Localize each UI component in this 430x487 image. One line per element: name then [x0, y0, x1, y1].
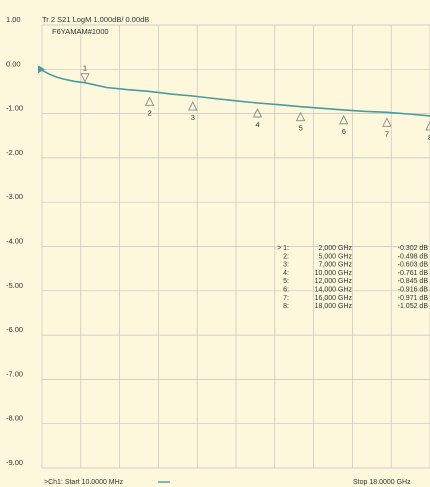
marker-table-value: -0.971 dB — [398, 295, 429, 302]
marker-number: 4 — [255, 120, 259, 129]
marker-number: 1 — [83, 64, 87, 73]
marker-table-frequency: 10,000 GHz — [315, 270, 353, 277]
y-tick-label: -1.00 — [6, 104, 23, 113]
y-tick-label: -7.00 — [6, 369, 23, 378]
marker-table-frequency: 16,000 GHz — [315, 295, 353, 302]
grid — [41, 24, 430, 469]
marker-table-id: 7: — [283, 295, 289, 302]
marker-triangle — [80, 73, 90, 83]
marker-triangle — [382, 117, 392, 127]
marker-table-value: -1.052 dB — [398, 303, 429, 310]
marker-table-id: 3: — [283, 262, 289, 269]
y-tick-label: -9.00 — [6, 458, 23, 467]
marker-table-frequency: 5,000 GHz — [319, 253, 353, 260]
marker-table-id: 5: — [283, 278, 289, 285]
marker-triangle — [425, 120, 430, 131]
marker-table-value: -0.845 dB — [398, 278, 429, 285]
markers-layer: 1 2 3 4 5 6 7 8 — [80, 64, 430, 142]
device-label: F6YAMAM#1000 — [52, 27, 109, 36]
marker-triangle — [144, 96, 155, 106]
y-tick-label: 1.00 — [6, 15, 21, 24]
y-axis-ticks: 1.00 0.00 -1.00 -2.00 -3.00 -4.00 -5.00 -6.00 -7… — [6, 15, 23, 467]
marker-table: > 1: 2,000 GHz -0.302 dB 2: 5,000 GHz -0.498 … — [277, 245, 428, 310]
y-tick-label: -4.00 — [6, 237, 23, 246]
marker-table-value: -0.603 dB — [398, 262, 429, 269]
y-tick-label: -8.00 — [6, 414, 23, 423]
marker-number: 5 — [299, 124, 303, 133]
y-tick-label: -6.00 — [6, 325, 23, 334]
marker-table-value: -0.302 dB — [398, 245, 429, 252]
marker-table-frequency: 12,000 GHz — [315, 278, 353, 285]
marker-table-value: -0.498 dB — [398, 253, 429, 260]
marker-number: 3 — [191, 113, 195, 122]
marker-table-id: 2: — [283, 253, 289, 260]
y-tick-label: -2.00 — [6, 148, 23, 157]
y-tick-label: -3.00 — [6, 192, 23, 201]
y-tick-label: 0.00 — [6, 59, 21, 68]
marker-table-value: -0.916 dB — [398, 287, 429, 294]
reference-level-arrow — [38, 65, 45, 74]
marker-number: 2 — [148, 108, 152, 117]
marker-number: 7 — [385, 129, 389, 138]
marker-table-id: 4: — [283, 270, 289, 277]
marker-table-frequency: 2,000 GHz — [319, 245, 353, 252]
marker-table-frequency: 7,000 GHz — [319, 262, 353, 269]
marker-triangle — [252, 108, 263, 118]
stop-frequency-label: Stop 18.0000 GHz — [353, 479, 411, 486]
marker-triangle — [339, 114, 349, 125]
marker-table-value: -0.761 dB — [398, 270, 429, 277]
marker-number: 8 — [428, 133, 430, 142]
marker-triangle — [188, 101, 198, 111]
trace-line — [41, 69, 430, 117]
marker-triangle — [295, 111, 306, 122]
start-frequency-label: >Ch1: Start 10.0000 MHz — [44, 479, 124, 486]
marker-table-id: 6: — [283, 287, 289, 294]
marker-table-frequency: 18,000 GHz — [315, 303, 353, 310]
marker-number: 6 — [342, 127, 346, 136]
marker-table-frequency: 14,000 GHz — [315, 287, 353, 294]
y-tick-label: -5.00 — [6, 281, 23, 290]
trace-title: Tr 2 S21 LogM 1.000dB/ 0.00dB — [42, 15, 149, 24]
marker-table-id: > 1: — [277, 245, 289, 252]
marker-table-id: 8: — [283, 303, 289, 310]
trace-layer — [38, 65, 430, 117]
